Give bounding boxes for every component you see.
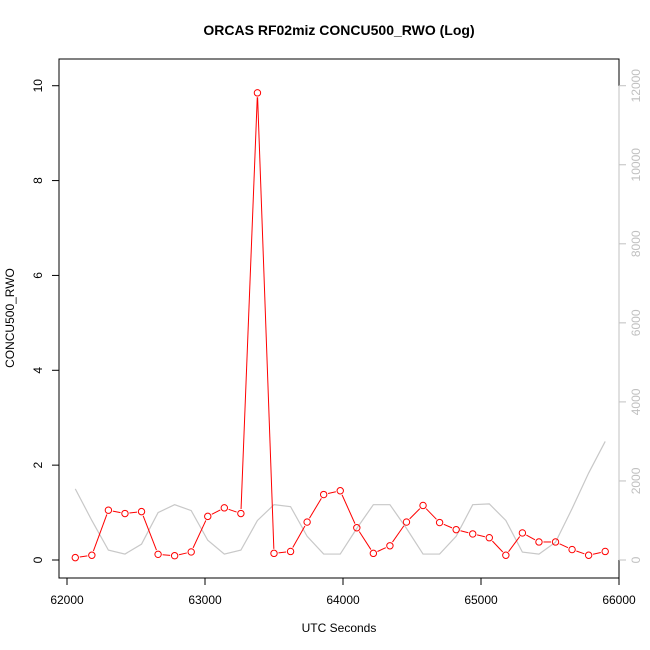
primary-series-segment [309,498,322,519]
data-point [502,551,510,559]
y-axis-label: CONCU500_RWO [3,268,17,368]
chart-title: ORCAS RF02miz CONCU500_RWO (Log) [203,22,474,38]
x-tick-label: 66000 [602,593,636,607]
y-tick-label: 0 [31,556,45,563]
primary-series-segment [278,551,287,554]
data-point [137,507,146,516]
data-point [601,547,609,556]
primary-series-segment [443,523,453,529]
data-point [402,518,411,526]
data-point [237,509,245,518]
data-point [568,545,576,554]
primary-series-segment [240,97,258,510]
primary-series-segment [178,552,187,556]
x-axis: 62000 63000 64000 65000 66000 [50,577,636,607]
data-point [336,487,344,495]
y2-tick-label: 12000 [629,69,643,103]
data-point [419,501,427,510]
primary-series-segment [559,543,569,549]
series-layer [71,89,609,562]
primary-series-segment [192,520,207,549]
primary-series-segment [228,508,237,513]
primary-series-segment [129,511,138,514]
data-point [220,504,229,512]
primary-series-segment [79,555,88,558]
y2-tick-label: 2000 [629,467,643,494]
data-point [286,547,295,556]
data-point [469,530,477,538]
data-point [452,525,460,534]
primary-series-segment [292,525,306,548]
primary-series-segment [526,534,536,541]
data-point [71,553,79,562]
y2-tick-label: 0 [629,556,643,563]
y-tick-label: 10 [31,79,45,93]
data-point [154,550,162,559]
y2-tick-label: 10000 [629,148,643,182]
primary-series-segment [358,531,372,550]
data-point [369,549,378,558]
primary-series-segment [211,509,221,515]
primary-series-segment [460,530,469,534]
primary-series-segment [392,525,405,543]
primary-series-segment [476,534,486,538]
y2-tick-label: 4000 [629,388,643,415]
primary-series-segment [162,554,171,556]
data-point [535,538,543,546]
data-point [485,534,493,542]
y-axis: 0 2 4 6 8 10 [31,79,60,563]
data-point [551,538,560,546]
y2-axis: 0 2000 4000 6000 8000 10000 12000 [618,69,643,563]
data-point [88,551,96,559]
y-tick-label: 8 [31,177,45,184]
plot-frame [58,58,620,579]
data-point [386,542,394,550]
y-tick-label: 6 [31,272,45,279]
data-point [253,89,262,97]
x-tick-label: 65000 [464,593,498,607]
primary-series-segment [341,494,356,524]
primary-series-segment [576,550,585,555]
y-tick-label: 4 [31,367,45,374]
x-tick-label: 62000 [50,593,84,607]
data-point [170,552,179,560]
data-point [303,518,311,526]
y2-tick-label: 8000 [629,230,643,257]
x-tick-label: 63000 [188,593,222,607]
x-axis-label: UTC Seconds [302,621,377,635]
y2-tick-label: 6000 [629,309,643,336]
primary-series-segment [92,514,108,552]
primary-series-segment [508,536,521,552]
primary-series-segment [492,540,504,553]
primary-series-segment [257,97,275,549]
primary-series-segment [592,551,601,555]
primary-series-segment [327,491,336,495]
primary-series-segment [377,547,387,552]
data-point [270,549,278,558]
primary-series-segment [425,508,437,520]
secondary-series-line [74,441,606,555]
x-tick-label: 64000 [326,593,360,607]
primary-series-segment [142,515,157,551]
data-point [187,548,195,556]
primary-series-segment [112,510,121,514]
primary-series-segment [409,508,421,520]
data-point [121,509,129,518]
data-point [435,518,444,527]
data-point [353,524,361,532]
data-point [319,490,328,499]
data-point [104,506,113,514]
data-point [204,512,212,521]
y-tick-label: 2 [31,461,45,468]
data-point [584,551,593,559]
data-point [518,529,527,537]
